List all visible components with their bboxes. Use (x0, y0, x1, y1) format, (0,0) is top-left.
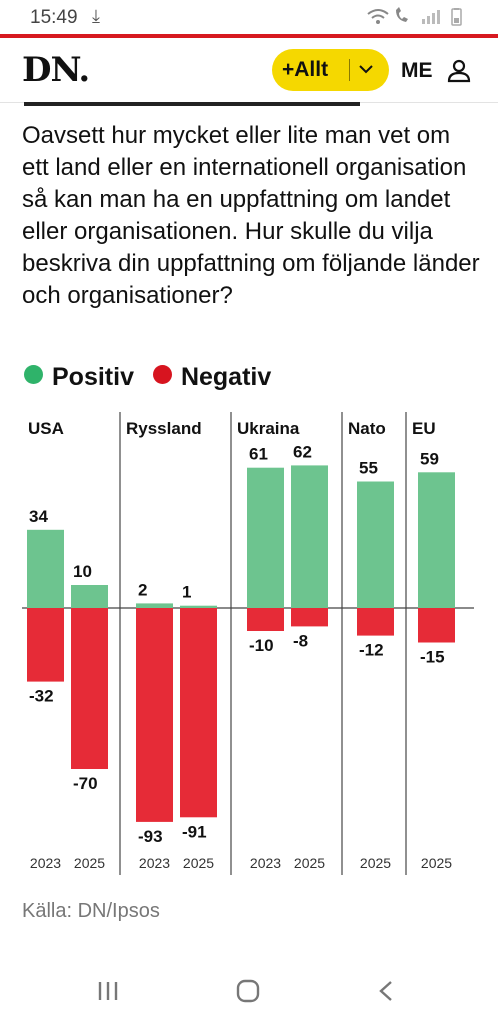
pill-divider (349, 59, 350, 81)
legend-positive-label: Positiv (52, 363, 134, 391)
data-label-negative: -32 (29, 687, 54, 706)
year-label: 2023 (250, 855, 281, 871)
clipped-heading (0, 102, 498, 106)
top-header: DN. +Allt ME (0, 38, 498, 103)
data-label-positive: 1 (182, 583, 191, 602)
back-icon[interactable] (376, 979, 396, 1008)
data-label-positive: 59 (420, 449, 439, 468)
group-label-ryssland: Ryssland (126, 419, 202, 438)
year-label: 2025 (294, 855, 325, 871)
all-sections-label: +Allt (282, 58, 328, 82)
data-label-negative: -10 (249, 636, 274, 655)
legend-positive-dot (24, 365, 43, 384)
android-nav-bar (0, 960, 498, 1023)
recent-apps-icon[interactable] (97, 980, 119, 1007)
bar-negative (247, 608, 284, 631)
bar-positive (418, 472, 455, 608)
bar-negative (27, 608, 64, 682)
data-label-negative: -70 (73, 774, 98, 793)
status-icons (366, 6, 470, 31)
chart-source: Källa: DN/Ipsos (22, 900, 160, 923)
legend-negative-dot (153, 365, 172, 384)
bar-negative (357, 608, 394, 636)
opinion-bar-chart: USA 34 -32 2023 10 -70 2025 Ryssland 2 -93 2023 1 -9… (0, 400, 498, 885)
bar-positive (247, 468, 284, 608)
group-label-ukraina: Ukraina (237, 419, 300, 438)
data-label-positive: 34 (29, 507, 48, 526)
data-label-positive: 10 (73, 562, 92, 581)
data-label-negative: -93 (138, 827, 163, 846)
home-icon[interactable] (236, 979, 260, 1008)
data-label-positive: 55 (359, 459, 378, 478)
bar-positive (357, 482, 394, 609)
dn-logo[interactable]: DN. (22, 50, 89, 90)
bar-negative (136, 608, 173, 822)
bar-positive (136, 603, 173, 608)
data-label-negative: -15 (420, 648, 445, 667)
bar-positive (27, 530, 64, 608)
data-label-positive: 61 (249, 445, 268, 464)
user-icon[interactable] (446, 58, 472, 89)
bar-negative (180, 608, 217, 817)
year-label: 2025 (183, 855, 214, 871)
all-sections-button[interactable]: +Allt (272, 49, 389, 91)
bar-positive (180, 606, 217, 608)
legend-negative: Negativ (153, 363, 271, 392)
year-label: 2023 (139, 855, 170, 871)
data-label-positive: 2 (138, 580, 147, 599)
chart-legend: Positiv Negativ (24, 363, 283, 392)
chevron-down-icon[interactable] (358, 62, 374, 80)
status-time: 15:49 (30, 7, 78, 29)
bar-positive (291, 465, 328, 608)
bar-negative (71, 608, 108, 769)
group-label-eu: EU (412, 419, 436, 438)
account-label[interactable]: ME (401, 59, 433, 83)
survey-question: Oavsett hur mycket eller lite man vet om… (22, 120, 482, 312)
data-label-negative: -8 (293, 631, 308, 650)
download-icon: ⤓ (92, 6, 100, 27)
year-label: 2023 (30, 855, 61, 871)
group-label-nato: Nato (348, 419, 386, 438)
bar-positive (71, 585, 108, 608)
status-bar: 15:49 ⤓ (0, 0, 498, 36)
data-label-negative: -91 (182, 822, 207, 841)
year-label: 2025 (360, 855, 391, 871)
bar-negative (418, 608, 455, 643)
legend-negative-label: Negativ (181, 363, 271, 391)
group-label-usa: USA (28, 419, 64, 438)
year-label: 2025 (74, 855, 105, 871)
year-label: 2025 (421, 855, 452, 871)
data-label-positive: 62 (293, 442, 312, 461)
data-label-negative: -12 (359, 641, 384, 660)
legend-positive: Positiv (24, 363, 134, 392)
bar-negative (291, 608, 328, 626)
